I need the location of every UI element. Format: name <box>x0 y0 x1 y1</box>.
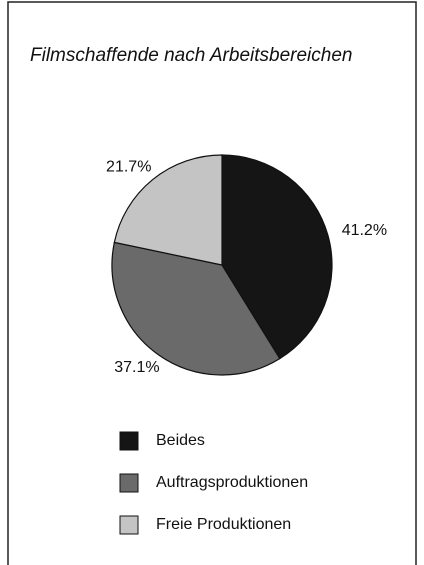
legend-label: Beides <box>156 432 205 449</box>
pie-slice <box>221 154 333 360</box>
frame <box>7 1 417 565</box>
pie-slice <box>113 154 223 266</box>
legend-swatch <box>119 515 139 535</box>
pie-slice <box>111 241 281 376</box>
legend-label: Auftragsproduktionen <box>156 474 308 491</box>
data-label: 21.7% <box>106 159 151 176</box>
chart-title: Filmschaffende nach Arbeitsbereichen <box>30 45 352 66</box>
data-label: 37.1% <box>114 359 159 376</box>
legend-swatch <box>119 473 139 493</box>
data-label: 41.2% <box>342 222 387 239</box>
legend-label: Freie Produktionen <box>156 516 291 533</box>
legend-swatch <box>119 431 139 451</box>
